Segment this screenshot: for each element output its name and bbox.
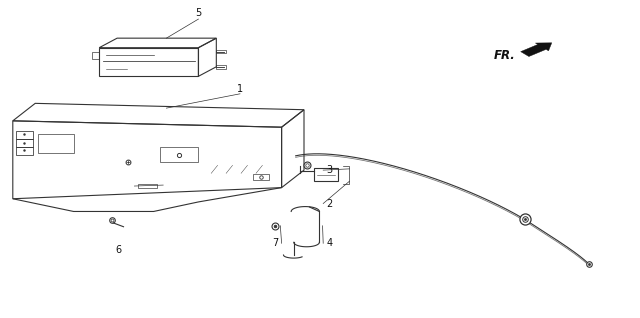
Bar [38, 134, 74, 153]
Text: 6: 6 [115, 245, 122, 255]
Text: 5: 5 [195, 8, 202, 18]
Text: 7: 7 [272, 238, 278, 248]
Bar [253, 174, 269, 180]
Text: 4: 4 [326, 238, 333, 248]
Bar [216, 65, 226, 69]
Bar [16, 147, 33, 155]
Bar [16, 131, 33, 139]
Text: 1: 1 [237, 84, 243, 94]
Polygon shape [521, 43, 552, 57]
Bar [92, 52, 99, 59]
Bar [16, 140, 33, 147]
Bar [216, 50, 226, 53]
Text: FR.: FR. [493, 49, 515, 62]
Text: 2: 2 [326, 198, 333, 209]
Bar [138, 184, 157, 188]
Bar [160, 147, 198, 162]
Text: 3: 3 [326, 165, 333, 175]
Bar [314, 168, 338, 181]
